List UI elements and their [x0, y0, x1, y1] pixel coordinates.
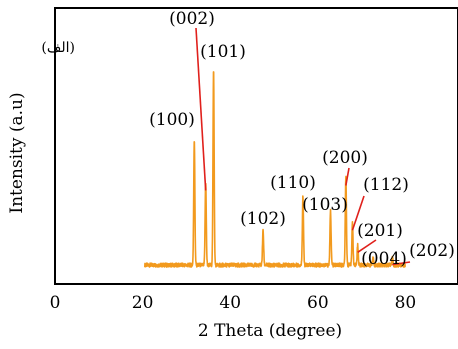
peak-label-103: (103) — [302, 195, 348, 215]
peak-labels: (100) (002) (101) (102) (110)(103) (200) (112)… — [149, 9, 455, 269]
peak-label-101: (101) — [200, 42, 246, 62]
peak-label-112: (112) — [363, 175, 409, 195]
x-axis-title: 2 Theta (degree) — [198, 321, 342, 341]
x-tick-label-40: 40 — [219, 293, 241, 313]
peak-label-110: (110) — [270, 173, 316, 193]
leader-line-202 — [392, 261, 411, 266]
peak-label-202: (202) — [409, 241, 455, 261]
peak-label-002: (002) — [169, 9, 215, 29]
leader-line-112 — [351, 195, 365, 231]
leader-line-002 — [195, 27, 207, 191]
leader-line-200 — [345, 167, 350, 186]
peak-label-100: (100) — [149, 110, 195, 130]
x-axis-ticks: 0 20 40 60 80 — [50, 293, 417, 313]
y-axis-title: Intensity (a.u) — [7, 92, 27, 213]
leader-line-201 — [357, 239, 377, 254]
x-tick-label-80: 80 — [395, 293, 417, 313]
x-tick-label-20: 20 — [132, 293, 154, 313]
peak-label-004: (004) — [361, 249, 407, 269]
plot-frame — [54, 7, 458, 285]
panel-label: (الف) — [41, 40, 75, 56]
peak-label-200: (200) — [322, 148, 368, 168]
xrd-trace — [144, 71, 407, 268]
x-tick-label-0: 0 — [50, 293, 61, 313]
leader-layer — [195, 27, 411, 266]
x-tick-label-60: 60 — [307, 293, 329, 313]
peak-label-102: (102) — [240, 209, 286, 229]
peak-label-201: (201) — [357, 221, 403, 241]
trace-layer — [144, 71, 407, 268]
